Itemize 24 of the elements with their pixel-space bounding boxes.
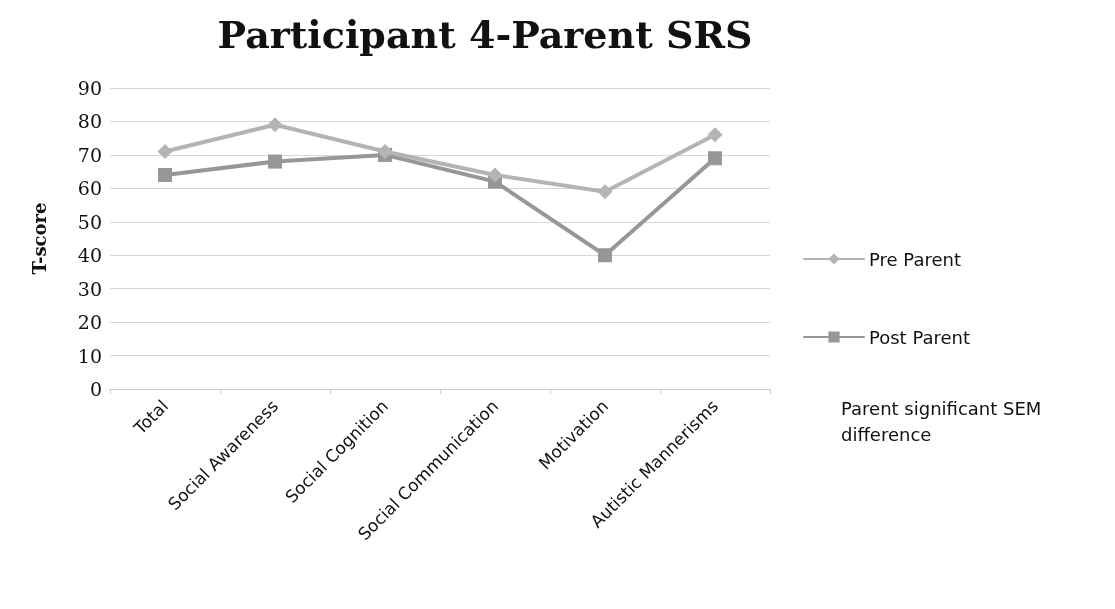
y-tick-label: 90 <box>77 77 102 99</box>
y-tick-label: 80 <box>77 110 102 133</box>
point <box>707 127 723 143</box>
point <box>267 117 283 133</box>
y-axis-title: T-score <box>28 202 50 275</box>
y-tick-label: 0 <box>89 378 102 400</box>
point <box>157 144 173 160</box>
point <box>708 151 722 166</box>
y-tick-label: 50 <box>77 210 102 233</box>
y-tick-label: 30 <box>77 277 102 300</box>
legend-label: Post Parent <box>869 326 971 348</box>
text: Parent significant SEM difference <box>841 397 1048 445</box>
point <box>487 167 503 183</box>
y-tick-label: 60 <box>77 177 102 200</box>
y-tick-label: 20 <box>77 311 102 334</box>
point <box>597 184 613 200</box>
point <box>268 154 282 169</box>
y-tick-label: 70 <box>77 143 102 166</box>
point <box>598 248 612 263</box>
y-tick-label: 10 <box>77 344 102 367</box>
chart-title: Participant 4-Parent SRS <box>217 11 753 57</box>
legend-label: Pre Parent <box>869 248 961 270</box>
point <box>158 167 172 182</box>
y-tick-label: 40 <box>77 244 102 267</box>
